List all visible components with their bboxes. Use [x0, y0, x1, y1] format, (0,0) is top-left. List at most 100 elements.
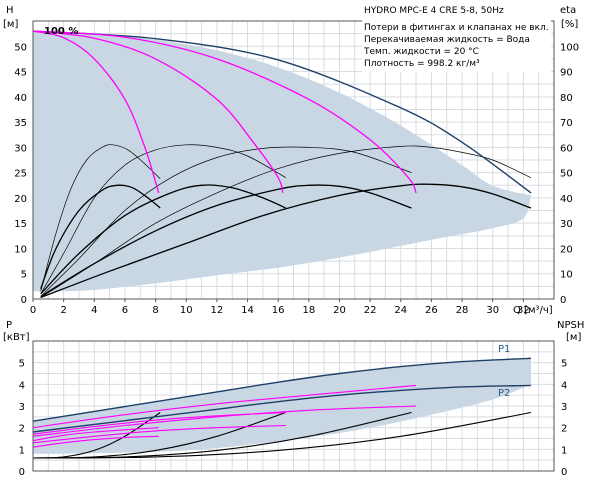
head-plot-frame [32, 20, 555, 300]
npsh-ylabel-unit: [м] [566, 332, 581, 343]
head-tick-label: 5 [21, 270, 27, 281]
info-line-losses: Потери в фитингах и клапанах не вкл. [364, 23, 549, 33]
eta-tick-label: 40 [560, 194, 573, 205]
head-tick-label: 20 [14, 194, 27, 205]
eta-tick-label: 0 [560, 295, 566, 306]
info-line-temperature: Темп. жидкости = 20 °C [363, 47, 479, 57]
efficiency-curve [40, 184, 412, 298]
power-curve-reduced-speed [32, 427, 159, 442]
efficiency-curve [40, 144, 161, 292]
npsh-tick-label: 3 [561, 402, 567, 413]
efficiency-curve [40, 184, 161, 290]
power-curves [32, 357, 532, 448]
power-curve-reduced-speed [32, 435, 159, 448]
efficiency-curves [40, 144, 532, 299]
power-curve-reduced-speed [32, 411, 286, 435]
x-tick-label: 28 [456, 305, 469, 316]
x-tick-label: 10 [180, 305, 193, 316]
power-ylabel-unit: [кВт] [3, 332, 30, 343]
eta-tick-label: 100 [560, 42, 579, 53]
head-tick-label: 35 [14, 118, 27, 129]
power-operating-envelope [33, 358, 531, 454]
head-tick-label: 15 [14, 219, 27, 230]
p1-label: P1 [498, 344, 510, 355]
head-tick-label: 0 [21, 295, 27, 306]
npsh-tick-label: 0 [561, 467, 567, 478]
head-tick-label: 40 [14, 93, 27, 104]
eta-tick-label: 50 [560, 169, 573, 180]
power-tick-label: 2 [19, 424, 25, 435]
power-tick-label: 1 [19, 445, 25, 456]
head-curve-full-speed [32, 30, 532, 194]
power-tick-label: 3 [19, 402, 25, 413]
npsh-ylabel: NPSH [557, 320, 584, 331]
power-curve-reduced-speed [32, 384, 417, 429]
head-tick-label: 30 [14, 143, 27, 154]
info-box-background [362, 3, 551, 72]
power-axis-ticks: 0 1 2 3 4 5 0 1 2 3 4 5 [19, 359, 568, 478]
power-curve-reduced-speed [32, 424, 286, 444]
eta-tick-label: 80 [560, 93, 573, 104]
x-tick-label: 18 [302, 305, 315, 316]
power-curve-p1 [32, 357, 532, 422]
npsh-curves [32, 411, 532, 459]
x-tick-label: 30 [486, 305, 499, 316]
power-ylabel: P [6, 320, 12, 331]
npsh-tick-label: 1 [561, 445, 567, 456]
eta-ylabel: eta [560, 5, 576, 16]
eta-tick-label: 90 [560, 68, 573, 79]
x-tick-label: 12 [211, 305, 224, 316]
x-tick-label: 24 [394, 305, 407, 316]
x-tick-label: 20 [333, 305, 346, 316]
x-tick-label: 32 [517, 305, 530, 316]
x-tick-label: 2 [60, 305, 66, 316]
info-line-density: Плотность = 998.2 кг/м³ [364, 59, 480, 69]
efficiency-curve [40, 145, 532, 298]
head-axis-ticks: 0 2 4 6 8 10 12 14 16 18 20 22 24 26 28 30 3205101520253… [14, 42, 579, 316]
head-curve-reduced-speed [32, 30, 160, 194]
power-curve-reduced-speed [32, 405, 417, 437]
x-tick-label: 4 [91, 305, 97, 316]
x-tick-label: 6 [122, 305, 128, 316]
eta-tick-label: 30 [560, 219, 573, 230]
head-tick-label: 25 [14, 169, 27, 180]
full-speed-label: 100 % [44, 26, 78, 37]
power-tick-label: 0 [19, 467, 25, 478]
efficiency-curve [40, 146, 412, 297]
power-tick-label: 4 [19, 380, 25, 391]
npsh-tick-label: 4 [561, 380, 567, 391]
head-curves [32, 30, 532, 194]
power-curve-p2 [32, 384, 532, 433]
x-tick-label: 26 [425, 305, 438, 316]
head-ylabel: H [6, 5, 14, 16]
x-tick-label: 14 [241, 305, 254, 316]
x-tick-label: 22 [364, 305, 377, 316]
eta-tick-label: 70 [560, 118, 573, 129]
info-line-liquid: Перекачиваемая жидкость = Вода [364, 35, 530, 45]
head-operating-envelope [33, 31, 531, 292]
head-tick-label: 45 [14, 68, 27, 79]
npsh-curve [32, 411, 532, 459]
efficiency-curve [40, 184, 287, 295]
p2-label: P2 [498, 388, 510, 399]
x-tick-label: 0 [30, 305, 36, 316]
eta-ylabel-unit: [%] [561, 19, 578, 30]
efficiency-curve [40, 183, 532, 299]
x-tick-label: 16 [272, 305, 285, 316]
head-ylabel-unit: [м] [3, 19, 18, 30]
x-tick-label: 8 [152, 305, 158, 316]
head-tick-label: 10 [14, 244, 27, 255]
chart-title: HYDRO MPC-E 4 CRE 5-8, 50Hz [364, 6, 504, 16]
head-curve-reduced-speed [32, 30, 284, 194]
eta-tick-label: 10 [560, 270, 573, 281]
power-tick-label: 5 [19, 359, 25, 370]
power-plot-frame [32, 340, 555, 472]
head-tick-label: 50 [14, 42, 27, 53]
npsh-tick-label: 5 [561, 359, 567, 370]
flow-xlabel: Q [м³/ч] [513, 305, 553, 316]
eta-tick-label: 20 [560, 244, 573, 255]
npsh-tick-label: 2 [561, 424, 567, 435]
head-curve-reduced-speed [32, 30, 417, 194]
eta-tick-label: 60 [560, 143, 573, 154]
